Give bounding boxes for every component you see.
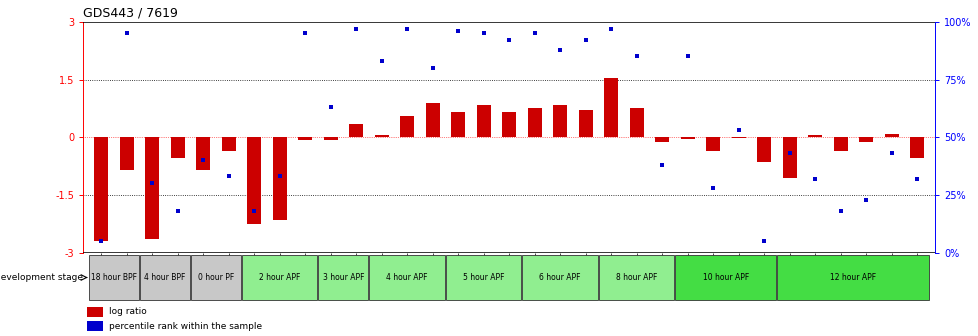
Bar xyxy=(297,137,312,140)
Point xyxy=(348,26,364,32)
Text: 4 hour APF: 4 hour APF xyxy=(386,273,427,282)
Text: 4 hour BPF: 4 hour BPF xyxy=(144,273,185,282)
Point xyxy=(679,54,694,59)
Text: 2 hour APF: 2 hour APF xyxy=(258,273,300,282)
Bar xyxy=(451,112,465,137)
Bar xyxy=(553,104,566,137)
Point xyxy=(246,208,262,214)
Bar xyxy=(221,137,236,151)
FancyBboxPatch shape xyxy=(522,255,598,300)
Text: 10 hour APF: 10 hour APF xyxy=(702,273,748,282)
FancyBboxPatch shape xyxy=(89,255,139,300)
Bar xyxy=(324,137,337,140)
Point xyxy=(424,65,440,71)
Text: 6 hour APF: 6 hour APF xyxy=(539,273,580,282)
Bar xyxy=(756,137,771,162)
Point xyxy=(169,208,185,214)
Bar xyxy=(400,116,414,137)
Point xyxy=(323,104,338,110)
Bar xyxy=(87,306,103,317)
Point xyxy=(832,208,848,214)
Bar xyxy=(375,135,388,137)
FancyBboxPatch shape xyxy=(369,255,444,300)
Point xyxy=(807,176,822,181)
Point xyxy=(475,31,491,36)
Text: 8 hour APF: 8 hour APF xyxy=(615,273,656,282)
Text: 0 hour PF: 0 hour PF xyxy=(198,273,234,282)
Bar xyxy=(705,137,720,151)
Bar xyxy=(832,137,847,151)
Point xyxy=(628,54,644,59)
FancyBboxPatch shape xyxy=(675,255,776,300)
Text: 5 hour APF: 5 hour APF xyxy=(463,273,504,282)
Bar xyxy=(578,110,592,137)
Point xyxy=(195,158,210,163)
FancyBboxPatch shape xyxy=(445,255,521,300)
Point xyxy=(577,38,593,43)
Point xyxy=(374,58,389,64)
Point xyxy=(272,174,288,179)
Point xyxy=(909,176,924,181)
FancyBboxPatch shape xyxy=(242,255,317,300)
Bar xyxy=(94,137,108,241)
Bar xyxy=(859,137,872,142)
Bar xyxy=(246,137,261,224)
Point xyxy=(144,181,159,186)
Bar xyxy=(349,124,363,137)
Point xyxy=(118,31,134,36)
Point xyxy=(730,128,745,133)
Point xyxy=(781,151,797,156)
Point xyxy=(450,28,466,34)
Text: 18 hour BPF: 18 hour BPF xyxy=(91,273,137,282)
Bar xyxy=(145,137,158,239)
Point xyxy=(858,197,873,202)
Point xyxy=(552,47,567,52)
FancyBboxPatch shape xyxy=(777,255,928,300)
Point xyxy=(653,162,669,168)
Point xyxy=(704,185,720,191)
Bar xyxy=(170,137,185,158)
Bar xyxy=(87,321,103,331)
FancyBboxPatch shape xyxy=(191,255,241,300)
Text: GDS443 / 7619: GDS443 / 7619 xyxy=(83,6,178,19)
Bar xyxy=(680,137,693,139)
Text: 12 hour APF: 12 hour APF xyxy=(829,273,875,282)
FancyBboxPatch shape xyxy=(599,255,674,300)
Bar xyxy=(196,137,210,170)
Point xyxy=(755,239,771,244)
Point xyxy=(93,239,109,244)
Bar xyxy=(781,137,796,178)
Text: development stage: development stage xyxy=(0,273,83,282)
Point xyxy=(399,26,415,32)
Text: percentile rank within the sample: percentile rank within the sample xyxy=(109,322,262,331)
Text: log ratio: log ratio xyxy=(109,307,147,316)
Point xyxy=(501,38,516,43)
Point xyxy=(297,31,313,36)
Bar xyxy=(884,134,898,137)
Bar xyxy=(502,112,515,137)
Bar xyxy=(272,137,287,220)
Bar xyxy=(654,137,668,142)
FancyBboxPatch shape xyxy=(318,255,368,300)
Text: 3 hour APF: 3 hour APF xyxy=(322,273,364,282)
Point xyxy=(602,26,618,32)
Bar xyxy=(629,109,643,137)
Bar xyxy=(731,137,745,138)
FancyBboxPatch shape xyxy=(140,255,190,300)
Bar xyxy=(119,137,133,170)
Bar xyxy=(527,109,541,137)
Bar xyxy=(603,78,617,137)
Point xyxy=(220,174,236,179)
Bar xyxy=(476,104,490,137)
Point xyxy=(526,31,542,36)
Bar xyxy=(807,135,822,137)
Point xyxy=(883,151,899,156)
Bar xyxy=(910,137,923,158)
Bar xyxy=(425,102,439,137)
